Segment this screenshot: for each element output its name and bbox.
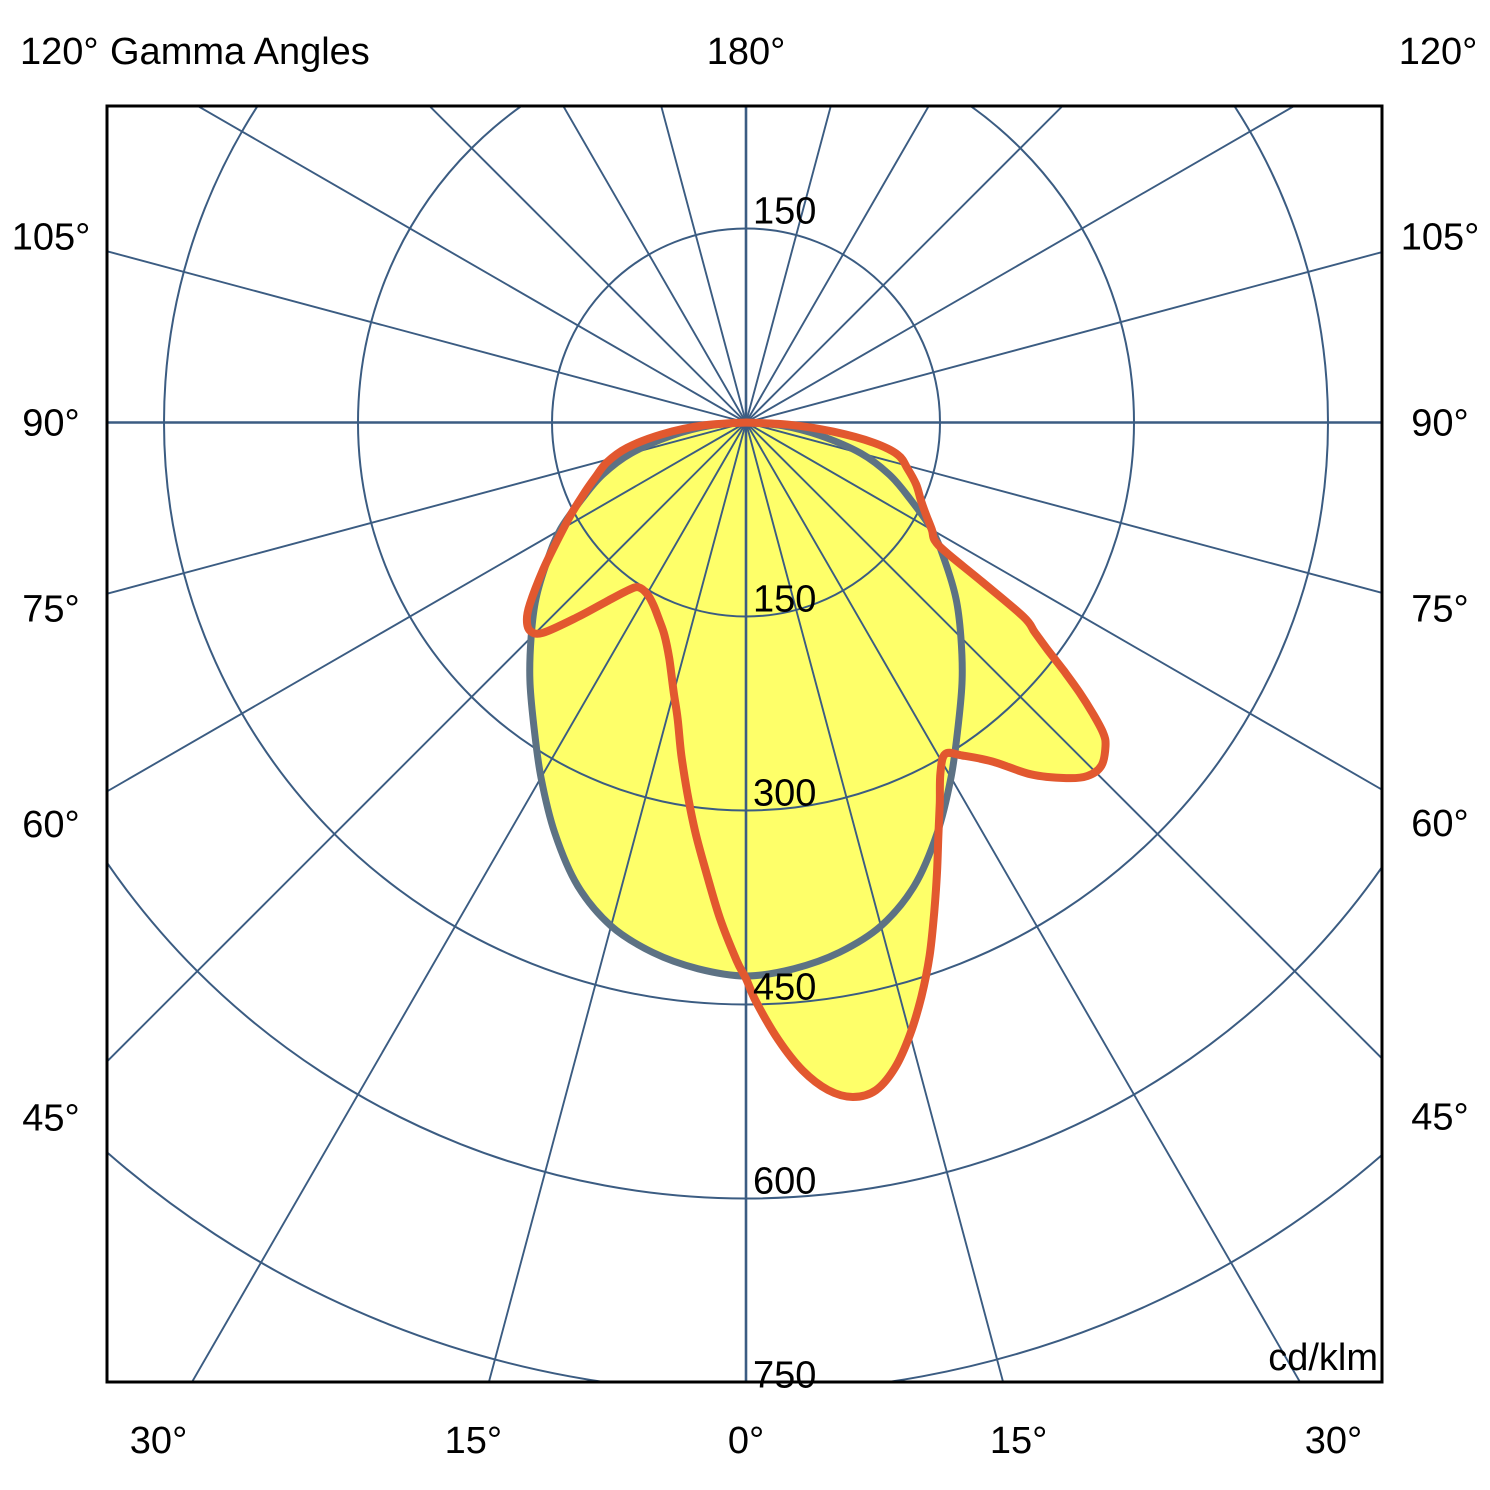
- grid-ray-285: [107, 421, 747, 595]
- gamma-label-right-45: 45°: [1411, 1097, 1468, 1139]
- gamma-label-bottom-30: 30°: [1305, 1420, 1362, 1462]
- ring-label-below-300: 300: [753, 773, 816, 815]
- grid-ray-225: [428, 106, 747, 424]
- grid-ray-150: [745, 106, 930, 423]
- gamma-label-bottom-15: 15°: [990, 1420, 1047, 1462]
- gamma-label-left-105: 105°: [12, 216, 91, 258]
- grid-ray-195: [660, 106, 747, 423]
- gamma-label-right-105: 105°: [1401, 217, 1480, 259]
- gamma-label-bottom-0: 0°: [728, 1420, 764, 1462]
- grid-ray-75: [745, 421, 1382, 594]
- gamma-label-right-75: 75°: [1411, 588, 1468, 630]
- gamma-label-bottom--30: 30°: [130, 1420, 187, 1462]
- grid-ray-330: [190, 422, 747, 1382]
- unit-label: cd/klm: [1268, 1337, 1378, 1379]
- grid-ray-345: [487, 422, 747, 1382]
- gamma-label-left-75: 75°: [22, 589, 79, 631]
- grid-ray-105: [745, 251, 1382, 424]
- gamma-label-left-45: 45°: [22, 1098, 79, 1140]
- ring-label-below-150: 150: [753, 579, 816, 621]
- intensity-curves: [522, 418, 1110, 1101]
- grid-ray-45: [745, 421, 1382, 1060]
- corner-angle-label-top-left: 120°: [20, 31, 99, 73]
- grid-ray-135: [745, 106, 1064, 424]
- grid-ray-30: [745, 422, 1302, 1382]
- ring-label-below-600: 600: [753, 1161, 816, 1203]
- red-plane-curve: [522, 418, 1110, 1101]
- ring-label-below-450: 450: [753, 967, 816, 1009]
- plot-border: [105, 104, 1384, 1384]
- gamma-label-right-90: 90°: [1411, 403, 1468, 445]
- chart-labels: 120° Gamma Angles 180° 120° cd/klm: [20, 31, 1477, 1379]
- gamma-label-bottom--15: 15°: [445, 1420, 502, 1462]
- gamma-label-left-60: 60°: [22, 804, 79, 846]
- generated-axis-labels: 150 150 300 450 600 750 105° 105° 90° 90° 75° 75° 60…: [12, 191, 1480, 1463]
- ring-label-below-750: 750: [753, 1355, 816, 1397]
- chart-title: Gamma Angles: [110, 31, 370, 73]
- gamma-label-right-60: 60°: [1411, 803, 1468, 845]
- top-angle-label-180: 180°: [707, 31, 786, 73]
- ring-label-above-150: 150: [753, 191, 816, 233]
- grid-ray-255: [107, 250, 747, 424]
- grid-ray-165: [745, 106, 832, 423]
- corner-angle-label-top-right: 120°: [1399, 31, 1478, 73]
- gamma-label-left-90: 90°: [22, 403, 79, 445]
- red-plane-curve-fill: [526, 422, 1106, 1097]
- grid-ray-315: [107, 421, 747, 1063]
- grid-ray-210: [562, 106, 747, 423]
